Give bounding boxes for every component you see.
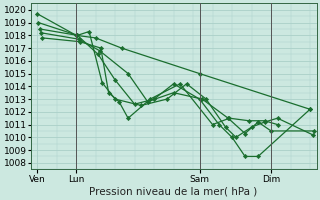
X-axis label: Pression niveau de la mer( hPa ): Pression niveau de la mer( hPa )	[90, 187, 258, 197]
